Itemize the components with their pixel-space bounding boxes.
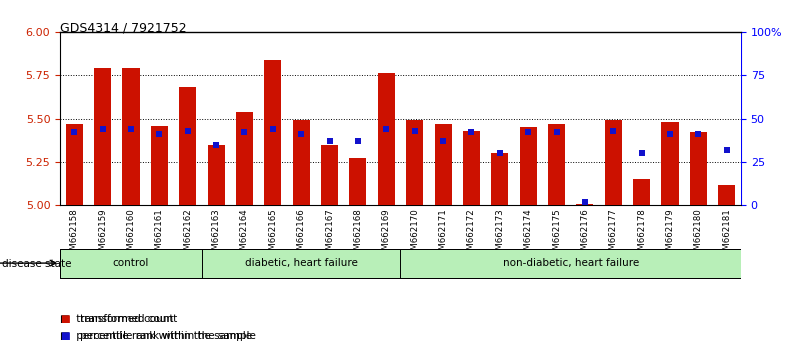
Bar [605,120,622,205]
Bar [264,59,281,205]
Text: percentile rank within the sample: percentile rank within the sample [80,331,256,341]
Bar [434,124,452,205]
Bar [151,126,168,205]
Bar [491,153,509,205]
Bar [520,127,537,205]
Bar [349,159,366,205]
Text: ■  transformed count: ■ transformed count [60,314,174,324]
Bar [236,112,253,205]
Bar [66,124,83,205]
Bar [179,87,196,205]
Bar [123,68,139,205]
Bar [95,68,111,205]
Text: transformed count: transformed count [80,314,177,324]
Bar [207,144,224,205]
Bar [378,74,395,205]
Text: ■: ■ [60,314,70,324]
Bar [202,249,400,278]
Text: ■  percentile rank within the sample: ■ percentile rank within the sample [60,331,252,341]
Text: ■: ■ [60,331,70,341]
Text: control: control [113,258,149,268]
Bar [718,184,735,205]
Bar [400,249,741,278]
Bar [463,131,480,205]
Bar [60,249,202,278]
Bar [548,124,565,205]
Bar [406,120,423,205]
Text: disease state: disease state [2,259,71,269]
Text: GDS4314 / 7921752: GDS4314 / 7921752 [60,21,187,34]
Bar [292,120,310,205]
Bar [321,144,338,205]
Text: non-diabetic, heart failure: non-diabetic, heart failure [502,258,639,268]
Text: diabetic, heart failure: diabetic, heart failure [245,258,358,268]
Bar [633,179,650,205]
Bar [690,132,706,205]
Bar [662,122,678,205]
Bar [577,204,594,205]
